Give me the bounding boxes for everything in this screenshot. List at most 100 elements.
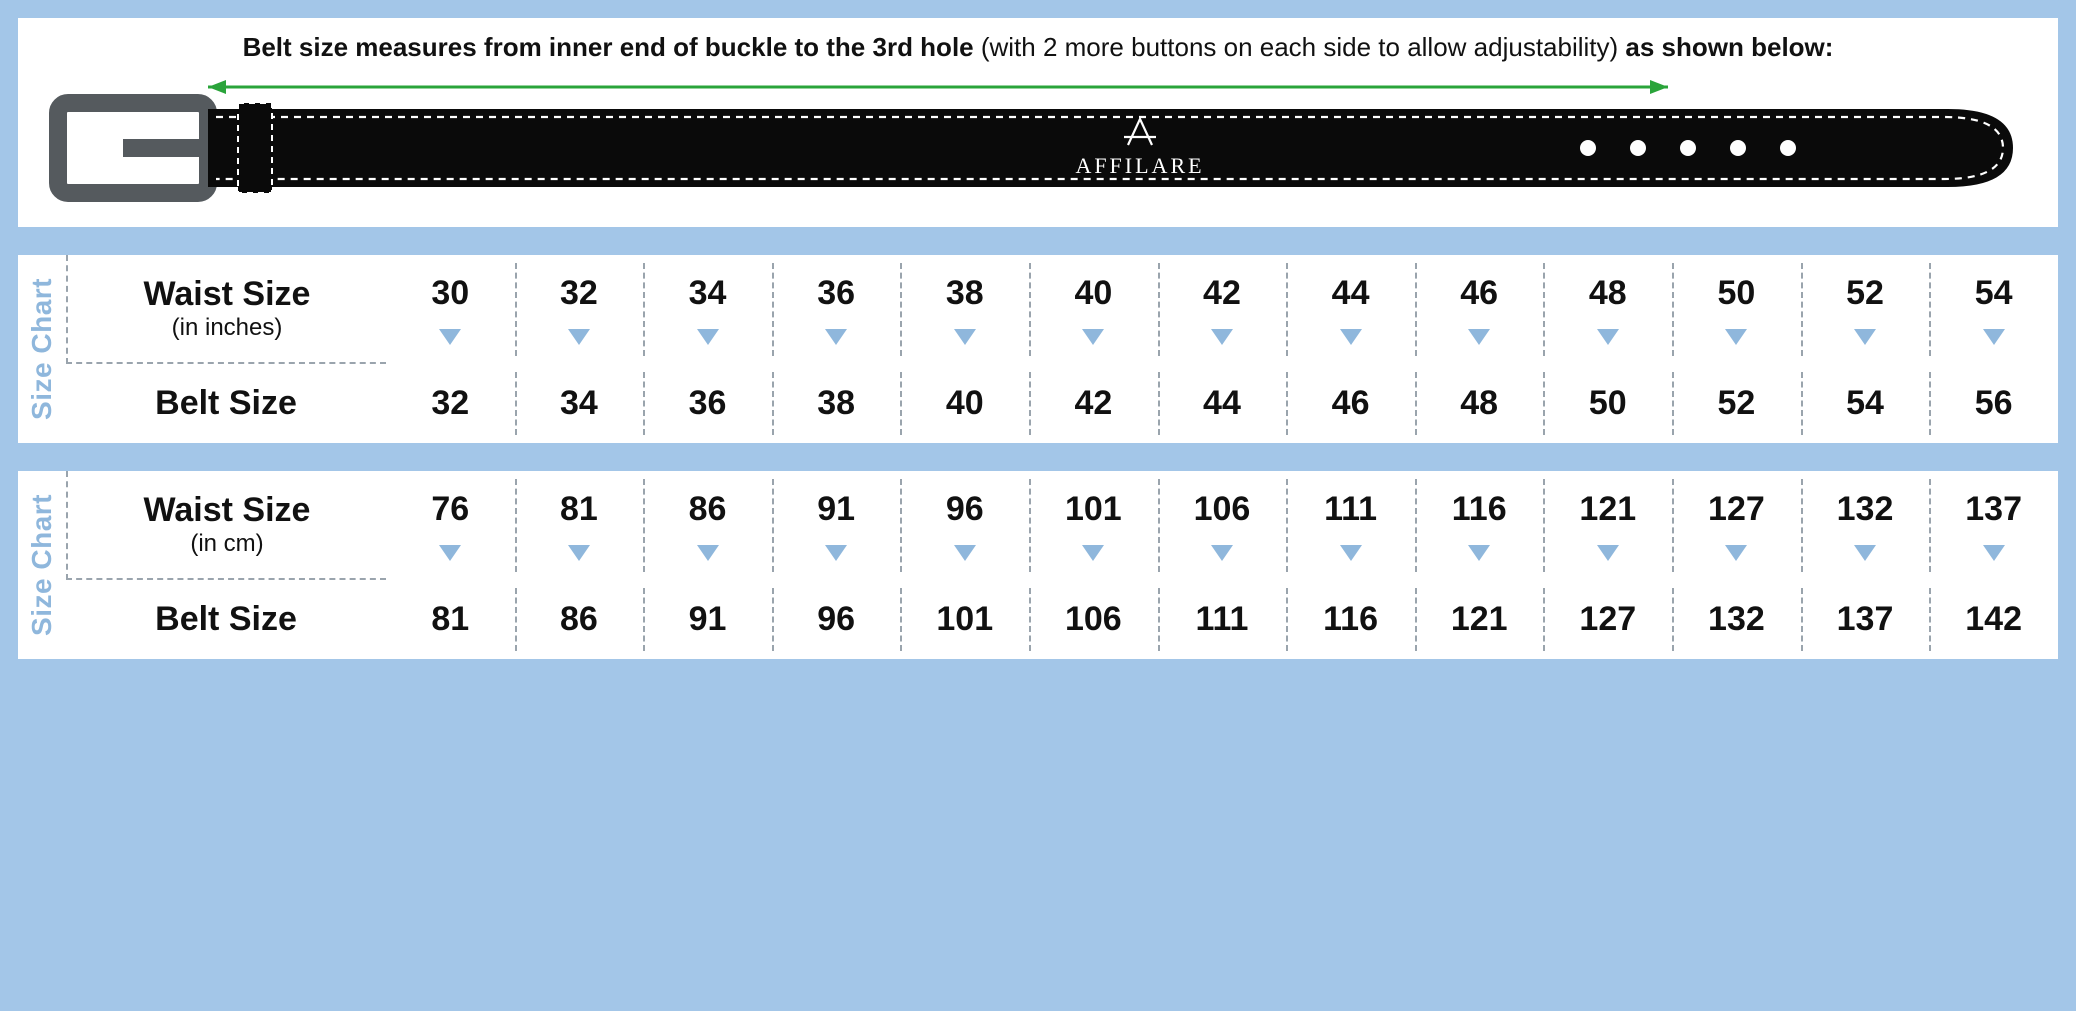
size-chart-vertical-label-text: Size Chart [26, 494, 58, 636]
belt-size-value: 116 [1323, 600, 1378, 639]
down-arrow-icon [1468, 329, 1490, 345]
down-arrow-icon [1597, 329, 1619, 345]
instruction-mid: (with 2 more buttons on each side to all… [974, 32, 1626, 62]
down-arrow-icon [1983, 545, 2005, 561]
size-cell: 116 [1286, 580, 1415, 659]
size-chart-panel: Size ChartWaist Size(in cm)7681869196101… [18, 471, 2058, 659]
size-cell: 38 [772, 364, 901, 443]
waist-size-value: 44 [1332, 274, 1370, 313]
size-chart-vertical-label: Size Chart [18, 471, 66, 659]
size-cell: 91 [772, 471, 901, 580]
size-cell: 36 [643, 364, 772, 443]
belt-size-value: 38 [817, 384, 855, 423]
size-cell: 44 [1158, 364, 1287, 443]
waist-size-value: 34 [689, 274, 727, 313]
size-cell: 48 [1543, 255, 1672, 364]
belt-size-value: 52 [1717, 384, 1755, 423]
waist-size-value: 111 [1324, 490, 1377, 529]
belt-size-value: 137 [1837, 600, 1894, 639]
size-cell: 34 [643, 255, 772, 364]
size-cell: 111 [1158, 580, 1287, 659]
waist-size-value: 127 [1708, 490, 1765, 529]
belt-size-value: 34 [560, 384, 598, 423]
waist-size-value: 116 [1452, 490, 1507, 529]
down-arrow-icon [439, 545, 461, 561]
belt-size-value: 50 [1589, 384, 1627, 423]
belt-size-value: 101 [936, 600, 993, 639]
down-arrow-icon [1082, 329, 1104, 345]
waist-size-value: 42 [1203, 274, 1241, 313]
instruction-bold-2: as shown below: [1625, 32, 1833, 62]
down-arrow-icon [1854, 329, 1876, 345]
belt-illustration: AFFILARE [48, 73, 2028, 203]
waist-size-value: 32 [560, 274, 598, 313]
down-arrow-icon [1983, 329, 2005, 345]
down-arrow-icon [1468, 545, 1490, 561]
chart-body: Waist Size(in inches)3032343638404244464… [66, 255, 2058, 443]
size-cell: 116 [1415, 471, 1544, 580]
belt-size-value: 91 [689, 600, 727, 639]
waist-size-value: 40 [1074, 274, 1112, 313]
size-cell: 121 [1543, 471, 1672, 580]
belt-size-value: 46 [1332, 384, 1370, 423]
waist-size-value: 76 [431, 490, 469, 529]
belt-size-value: 127 [1579, 600, 1636, 639]
size-cell: 38 [900, 255, 1029, 364]
size-cell: 46 [1415, 255, 1544, 364]
down-arrow-icon [697, 545, 719, 561]
down-arrow-icon [1854, 545, 1876, 561]
belt-size-row: Belt Size32343638404244464850525456 [66, 364, 2058, 443]
size-cell: 111 [1286, 471, 1415, 580]
belt-size-row-header: Belt Size [66, 580, 386, 659]
size-cell: 48 [1415, 364, 1544, 443]
down-arrow-icon [568, 545, 590, 561]
size-cell: 81 [386, 580, 515, 659]
waist-size-value: 48 [1589, 274, 1627, 313]
belt-size-value: 54 [1846, 384, 1884, 423]
waist-size-row: Waist Size(in inches)3032343638404244464… [66, 255, 2058, 364]
waist-size-value: 101 [1065, 490, 1122, 529]
belt-size-value: 142 [1965, 600, 2022, 639]
size-cell: 101 [1029, 471, 1158, 580]
size-cell: 106 [1158, 471, 1287, 580]
down-arrow-icon [1211, 545, 1233, 561]
belt-size-value: 42 [1074, 384, 1112, 423]
belt-size-value: 40 [946, 384, 984, 423]
down-arrow-icon [1340, 329, 1362, 345]
size-cell: 50 [1672, 255, 1801, 364]
belt-size-value: 96 [817, 600, 855, 639]
down-arrow-icon [1725, 329, 1747, 345]
size-cell: 42 [1158, 255, 1287, 364]
waist-size-sub: (in cm) [190, 530, 263, 558]
belt-size-value: 36 [689, 384, 727, 423]
belt-diagram-panel: Belt size measures from inner end of buc… [18, 18, 2058, 227]
belt-brand-text: AFFILARE [1075, 153, 1204, 178]
size-cell: 46 [1286, 364, 1415, 443]
down-arrow-icon [697, 329, 719, 345]
size-chart-vertical-label: Size Chart [18, 255, 66, 443]
waist-size-value: 81 [560, 490, 598, 529]
waist-size-value: 106 [1194, 490, 1251, 529]
belt-size-row: Belt Size8186919610110611111612112713213… [66, 580, 2058, 659]
waist-size-value: 137 [1965, 490, 2022, 529]
size-cell: 54 [1929, 255, 2058, 364]
size-cell: 91 [643, 580, 772, 659]
belt-size-value: 132 [1708, 600, 1765, 639]
waist-size-value: 86 [689, 490, 727, 529]
size-cell: 44 [1286, 255, 1415, 364]
down-arrow-icon [568, 329, 590, 345]
size-cell: 76 [386, 471, 515, 580]
belt-size-cells: 81869196101106111116121127132137142 [386, 580, 2058, 659]
down-arrow-icon [825, 545, 847, 561]
waist-size-value: 38 [946, 274, 984, 313]
size-cell: 86 [643, 471, 772, 580]
size-cell: 81 [515, 471, 644, 580]
belt-size-value: 32 [431, 384, 469, 423]
belt-size-value: 111 [1195, 600, 1248, 639]
belt-size-row-header: Belt Size [66, 364, 386, 443]
waist-size-value: 52 [1846, 274, 1884, 313]
size-cell: 101 [900, 580, 1029, 659]
size-cell: 30 [386, 255, 515, 364]
size-cell: 127 [1543, 580, 1672, 659]
down-arrow-icon [954, 329, 976, 345]
